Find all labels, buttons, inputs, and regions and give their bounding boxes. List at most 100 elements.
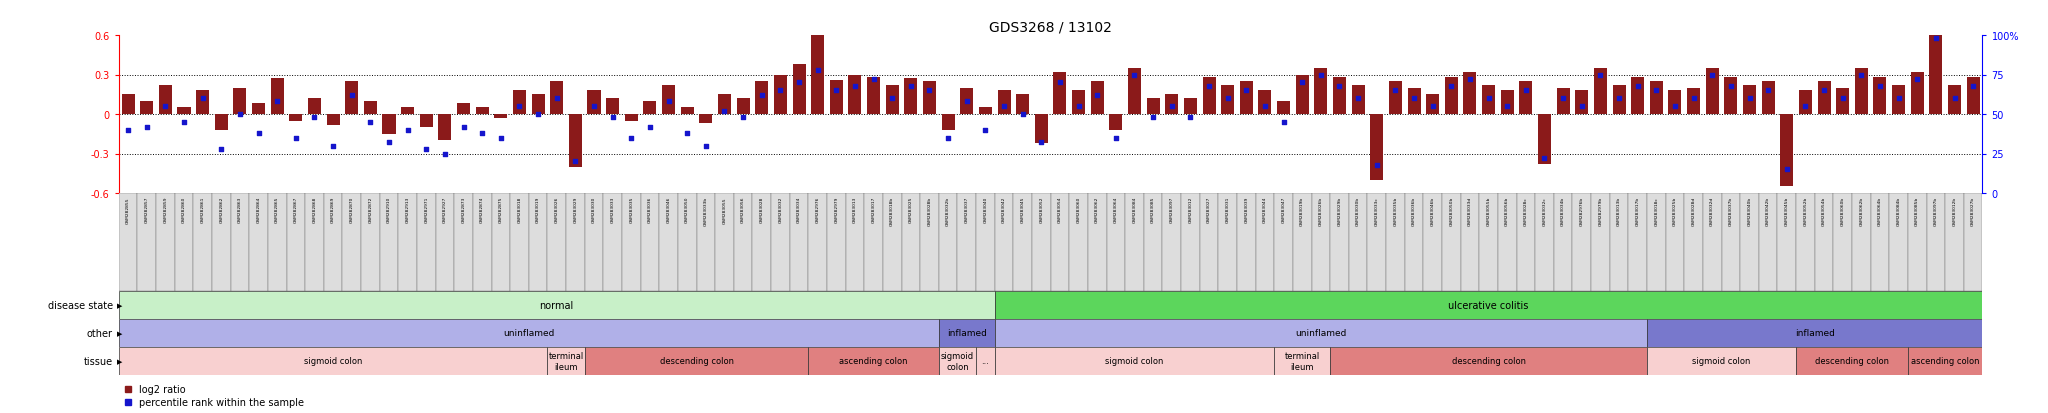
Point xyxy=(1546,96,1579,102)
Bar xyxy=(1927,194,1946,291)
Text: GSM283045b: GSM283045b xyxy=(1784,197,1788,225)
Bar xyxy=(252,104,264,115)
Text: GSM283062: GSM283062 xyxy=(1096,197,1100,223)
Text: GSM283013: GSM283013 xyxy=(852,197,856,223)
Text: GSM283054b: GSM283054b xyxy=(1823,197,1827,225)
Text: GSM282869: GSM282869 xyxy=(332,197,336,223)
Point xyxy=(485,135,518,142)
Text: GSM283097: GSM283097 xyxy=(1169,197,1174,223)
Text: GSM283031: GSM283031 xyxy=(1225,197,1229,223)
Bar xyxy=(1554,194,1573,291)
Bar xyxy=(1352,86,1364,115)
Text: GSM283028b: GSM283028b xyxy=(928,197,932,225)
Bar xyxy=(1274,347,1331,375)
Bar xyxy=(1556,88,1569,115)
Text: GSM283046b: GSM283046b xyxy=(1432,197,1436,225)
Text: GSM283012: GSM283012 xyxy=(1188,197,1192,223)
Bar xyxy=(1870,194,1888,291)
Text: tissue: tissue xyxy=(84,356,113,366)
Text: GSM283054: GSM283054 xyxy=(1059,197,1063,223)
Bar xyxy=(1165,95,1178,115)
Text: GSM282857: GSM282857 xyxy=(145,197,150,223)
Bar xyxy=(1442,194,1460,291)
Bar xyxy=(848,75,862,115)
Point xyxy=(205,146,238,153)
Bar xyxy=(1069,194,1087,291)
Bar xyxy=(307,99,322,115)
Bar xyxy=(342,194,360,291)
Bar xyxy=(1722,194,1741,291)
Bar xyxy=(1016,95,1030,115)
Bar xyxy=(1628,194,1647,291)
Text: GSM283034: GSM283034 xyxy=(797,197,801,223)
Bar xyxy=(827,194,846,291)
Bar xyxy=(1612,86,1626,115)
Text: GSM282874: GSM282874 xyxy=(479,197,483,223)
Text: GSM283044: GSM283044 xyxy=(1264,197,1268,223)
Point xyxy=(1063,104,1096,110)
Bar xyxy=(1311,194,1329,291)
Bar xyxy=(1425,95,1440,115)
Text: GSM283060: GSM283060 xyxy=(1077,197,1081,223)
Text: sigmoid
colon: sigmoid colon xyxy=(940,351,975,371)
Bar xyxy=(793,65,805,115)
Bar xyxy=(1946,194,1964,291)
Text: GSM283042b: GSM283042b xyxy=(1765,197,1769,225)
Bar xyxy=(137,194,156,291)
Point xyxy=(1509,88,1542,95)
Bar xyxy=(791,194,809,291)
Point xyxy=(1360,162,1393,169)
Text: ...: ... xyxy=(981,357,989,366)
Bar xyxy=(1147,99,1159,115)
Point xyxy=(279,135,311,142)
Text: GSM283033b: GSM283033b xyxy=(705,197,709,225)
Text: GSM283028d: GSM283028d xyxy=(1692,197,1696,225)
Bar xyxy=(1855,69,1868,115)
Bar xyxy=(139,102,154,115)
Bar xyxy=(1706,69,1718,115)
Bar xyxy=(733,194,752,291)
Bar xyxy=(1163,194,1182,291)
Text: GSM283040b: GSM283040b xyxy=(1747,197,1751,225)
Point xyxy=(541,96,573,102)
Text: GSM282872: GSM282872 xyxy=(369,197,373,223)
Point xyxy=(895,83,928,90)
Bar xyxy=(1516,194,1536,291)
Point xyxy=(1174,114,1206,121)
Bar xyxy=(1034,115,1049,144)
Bar xyxy=(588,91,600,115)
Bar xyxy=(1702,194,1722,291)
Text: GSM283033: GSM283033 xyxy=(610,197,614,223)
Bar xyxy=(696,194,715,291)
Bar xyxy=(1315,69,1327,115)
Bar xyxy=(494,115,508,119)
Bar xyxy=(346,82,358,115)
Point xyxy=(1268,119,1300,126)
Bar xyxy=(1966,78,1980,115)
Text: GSM282861: GSM282861 xyxy=(201,197,205,223)
Point xyxy=(932,135,965,142)
Bar xyxy=(752,194,770,291)
Point xyxy=(672,131,705,137)
Point xyxy=(801,67,834,74)
Bar xyxy=(680,108,694,115)
Bar xyxy=(1464,73,1477,115)
Bar xyxy=(119,347,547,375)
Point xyxy=(1790,104,1823,110)
Bar xyxy=(1798,91,1812,115)
Point xyxy=(1044,80,1077,86)
Bar xyxy=(360,194,379,291)
Text: normal: normal xyxy=(539,300,573,310)
Point xyxy=(168,119,201,126)
Text: GSM283026: GSM283026 xyxy=(555,197,559,223)
Bar xyxy=(1053,73,1067,115)
Bar xyxy=(289,115,303,121)
Point xyxy=(764,88,797,95)
Point xyxy=(709,108,741,115)
Text: GSM283027: GSM283027 xyxy=(1206,197,1210,223)
Bar xyxy=(938,347,977,375)
Bar xyxy=(756,82,768,115)
Text: GSM282862: GSM282862 xyxy=(219,197,223,223)
Point xyxy=(1733,96,1765,102)
Point xyxy=(596,114,629,121)
